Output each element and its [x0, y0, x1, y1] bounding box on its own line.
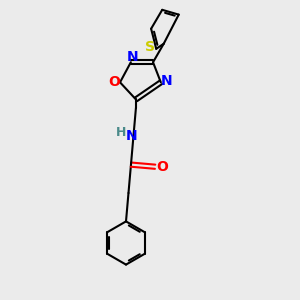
Text: N: N — [127, 50, 138, 64]
Text: O: O — [109, 75, 121, 89]
Text: O: O — [157, 160, 169, 174]
Text: H: H — [116, 126, 126, 139]
Text: S: S — [145, 40, 155, 54]
Text: N: N — [126, 129, 138, 143]
Text: N: N — [160, 74, 172, 88]
